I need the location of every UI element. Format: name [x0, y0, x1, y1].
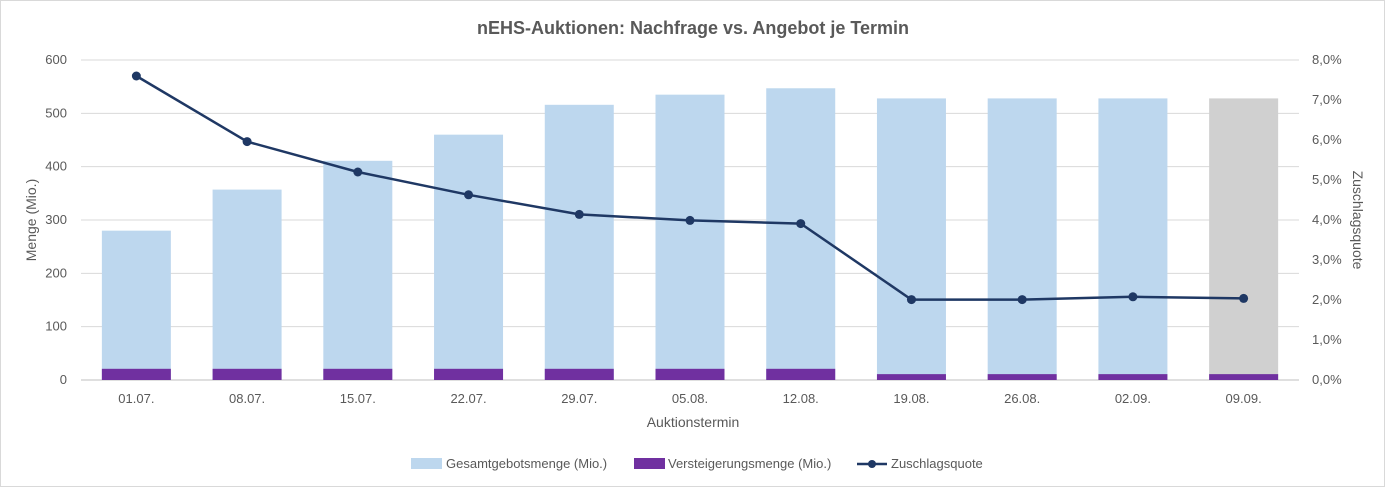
x-tick-label: 15.07. [340, 391, 376, 406]
x-axis-title: Auktionstermin [647, 414, 740, 430]
line-point [1017, 295, 1027, 305]
bar-gesamtgebotsmenge [1098, 98, 1168, 381]
legend-marker-zuschlagsquote [868, 460, 876, 468]
x-tick-label: 01.07. [118, 391, 154, 406]
x-axis-ticks: 01.07. 08.07. 15.07. 22.07. 29.07. 05.08. 12.0… [118, 391, 1261, 406]
bar-versteigerungsmenge [101, 368, 171, 380]
bar-gesamtgebotsmenge [876, 98, 946, 381]
y-axis-title: Menge (Mio.) [23, 179, 39, 261]
y2-tick-label: 0,0% [1312, 372, 1342, 387]
bar-versteigerungsmenge [544, 368, 614, 380]
bars-gesamtgebotsmenge [101, 88, 1279, 381]
x-tick-label: 29.07. [561, 391, 597, 406]
bar-gesamtgebotsmenge [987, 98, 1057, 381]
bar-versteigerungsmenge [323, 368, 393, 380]
chart-title: nEHS-Auktionen: Nachfrage vs. Angebot je… [477, 18, 909, 38]
x-tick-label: 22.07. [450, 391, 486, 406]
line-point [685, 215, 695, 225]
y-tick-label: 600 [45, 52, 67, 67]
bar-versteigerungsmenge [434, 368, 504, 380]
y-tick-label: 400 [45, 159, 67, 174]
bar-versteigerungsmenge [1098, 374, 1168, 380]
y-tick-label: 0 [60, 372, 67, 387]
legend-label-versteigerungsmenge: Versteigerungsmenge (Mio.) [668, 456, 831, 471]
bar-gesamtgebotsmenge [655, 94, 725, 381]
x-tick-label: 09.09. [1226, 391, 1262, 406]
legend-swatch-gesamtgebotsmenge [411, 458, 442, 469]
x-tick-label: 12.08. [783, 391, 819, 406]
y2-axis-title: Zuschlagsquote [1350, 171, 1366, 270]
bar-gesamtgebotsmenge [434, 134, 504, 380]
line-point [1239, 293, 1249, 303]
y2-tick-label: 2,0% [1312, 292, 1342, 307]
y-axis-ticks: 0 100 200 300 400 500 600 [45, 52, 67, 387]
legend-label-gesamtgebotsmenge: Gesamtgebotsmenge (Mio.) [446, 456, 607, 471]
bar-gesamtgebotsmenge [544, 104, 614, 381]
line-zuschlagsquote [131, 71, 1249, 305]
y-tick-label: 200 [45, 265, 67, 280]
y-tick-label: 300 [45, 212, 67, 227]
y2-tick-label: 6,0% [1312, 132, 1342, 147]
bar-gesamtgebotsmenge [212, 189, 282, 380]
y2-tick-label: 5,0% [1312, 172, 1342, 187]
y-tick-label: 100 [45, 319, 67, 334]
legend-label-zuschlagsquote: Zuschlagsquote [891, 456, 983, 471]
bar-versteigerungsmenge [876, 374, 946, 380]
x-tick-label: 02.09. [1115, 391, 1151, 406]
line-point [796, 219, 806, 229]
x-tick-label: 05.08. [672, 391, 708, 406]
line-point [1128, 292, 1138, 302]
y2-tick-label: 3,0% [1312, 252, 1342, 267]
x-tick-label: 26.08. [1004, 391, 1040, 406]
bar-gesamtgebotsmenge [323, 160, 393, 380]
bars-versteigerungsmenge [101, 368, 1279, 380]
x-tick-label: 19.08. [893, 391, 929, 406]
y2-axis-ticks: 0,0% 1,0% 2,0% 3,0% 4,0% 5,0% 6,0% 7,0% 8,0% [1312, 52, 1342, 387]
bar-gesamtgebotsmenge [101, 230, 171, 380]
bar-versteigerungsmenge [987, 374, 1057, 380]
line-point [131, 71, 141, 81]
line-point [574, 209, 584, 219]
legend-swatch-versteigerungsmenge [634, 458, 665, 469]
bar-versteigerungsmenge [212, 368, 282, 380]
legend: Gesamtgebotsmenge (Mio.) Versteigerungsm… [411, 456, 983, 471]
line-point [353, 167, 363, 177]
y2-tick-label: 8,0% [1312, 52, 1342, 67]
line-point [906, 295, 916, 305]
y2-tick-label: 1,0% [1312, 332, 1342, 347]
y-tick-label: 500 [45, 105, 67, 120]
bar-gesamtgebotsmenge [1209, 98, 1279, 381]
bar-versteigerungsmenge [1209, 374, 1279, 380]
y2-tick-label: 7,0% [1312, 92, 1342, 107]
line-point [464, 190, 474, 200]
bar-versteigerungsmenge [655, 368, 725, 380]
line-point [242, 137, 252, 147]
bar-gesamtgebotsmenge [766, 88, 836, 381]
y2-tick-label: 4,0% [1312, 212, 1342, 227]
bar-versteigerungsmenge [766, 368, 836, 380]
x-tick-label: 08.07. [229, 391, 265, 406]
